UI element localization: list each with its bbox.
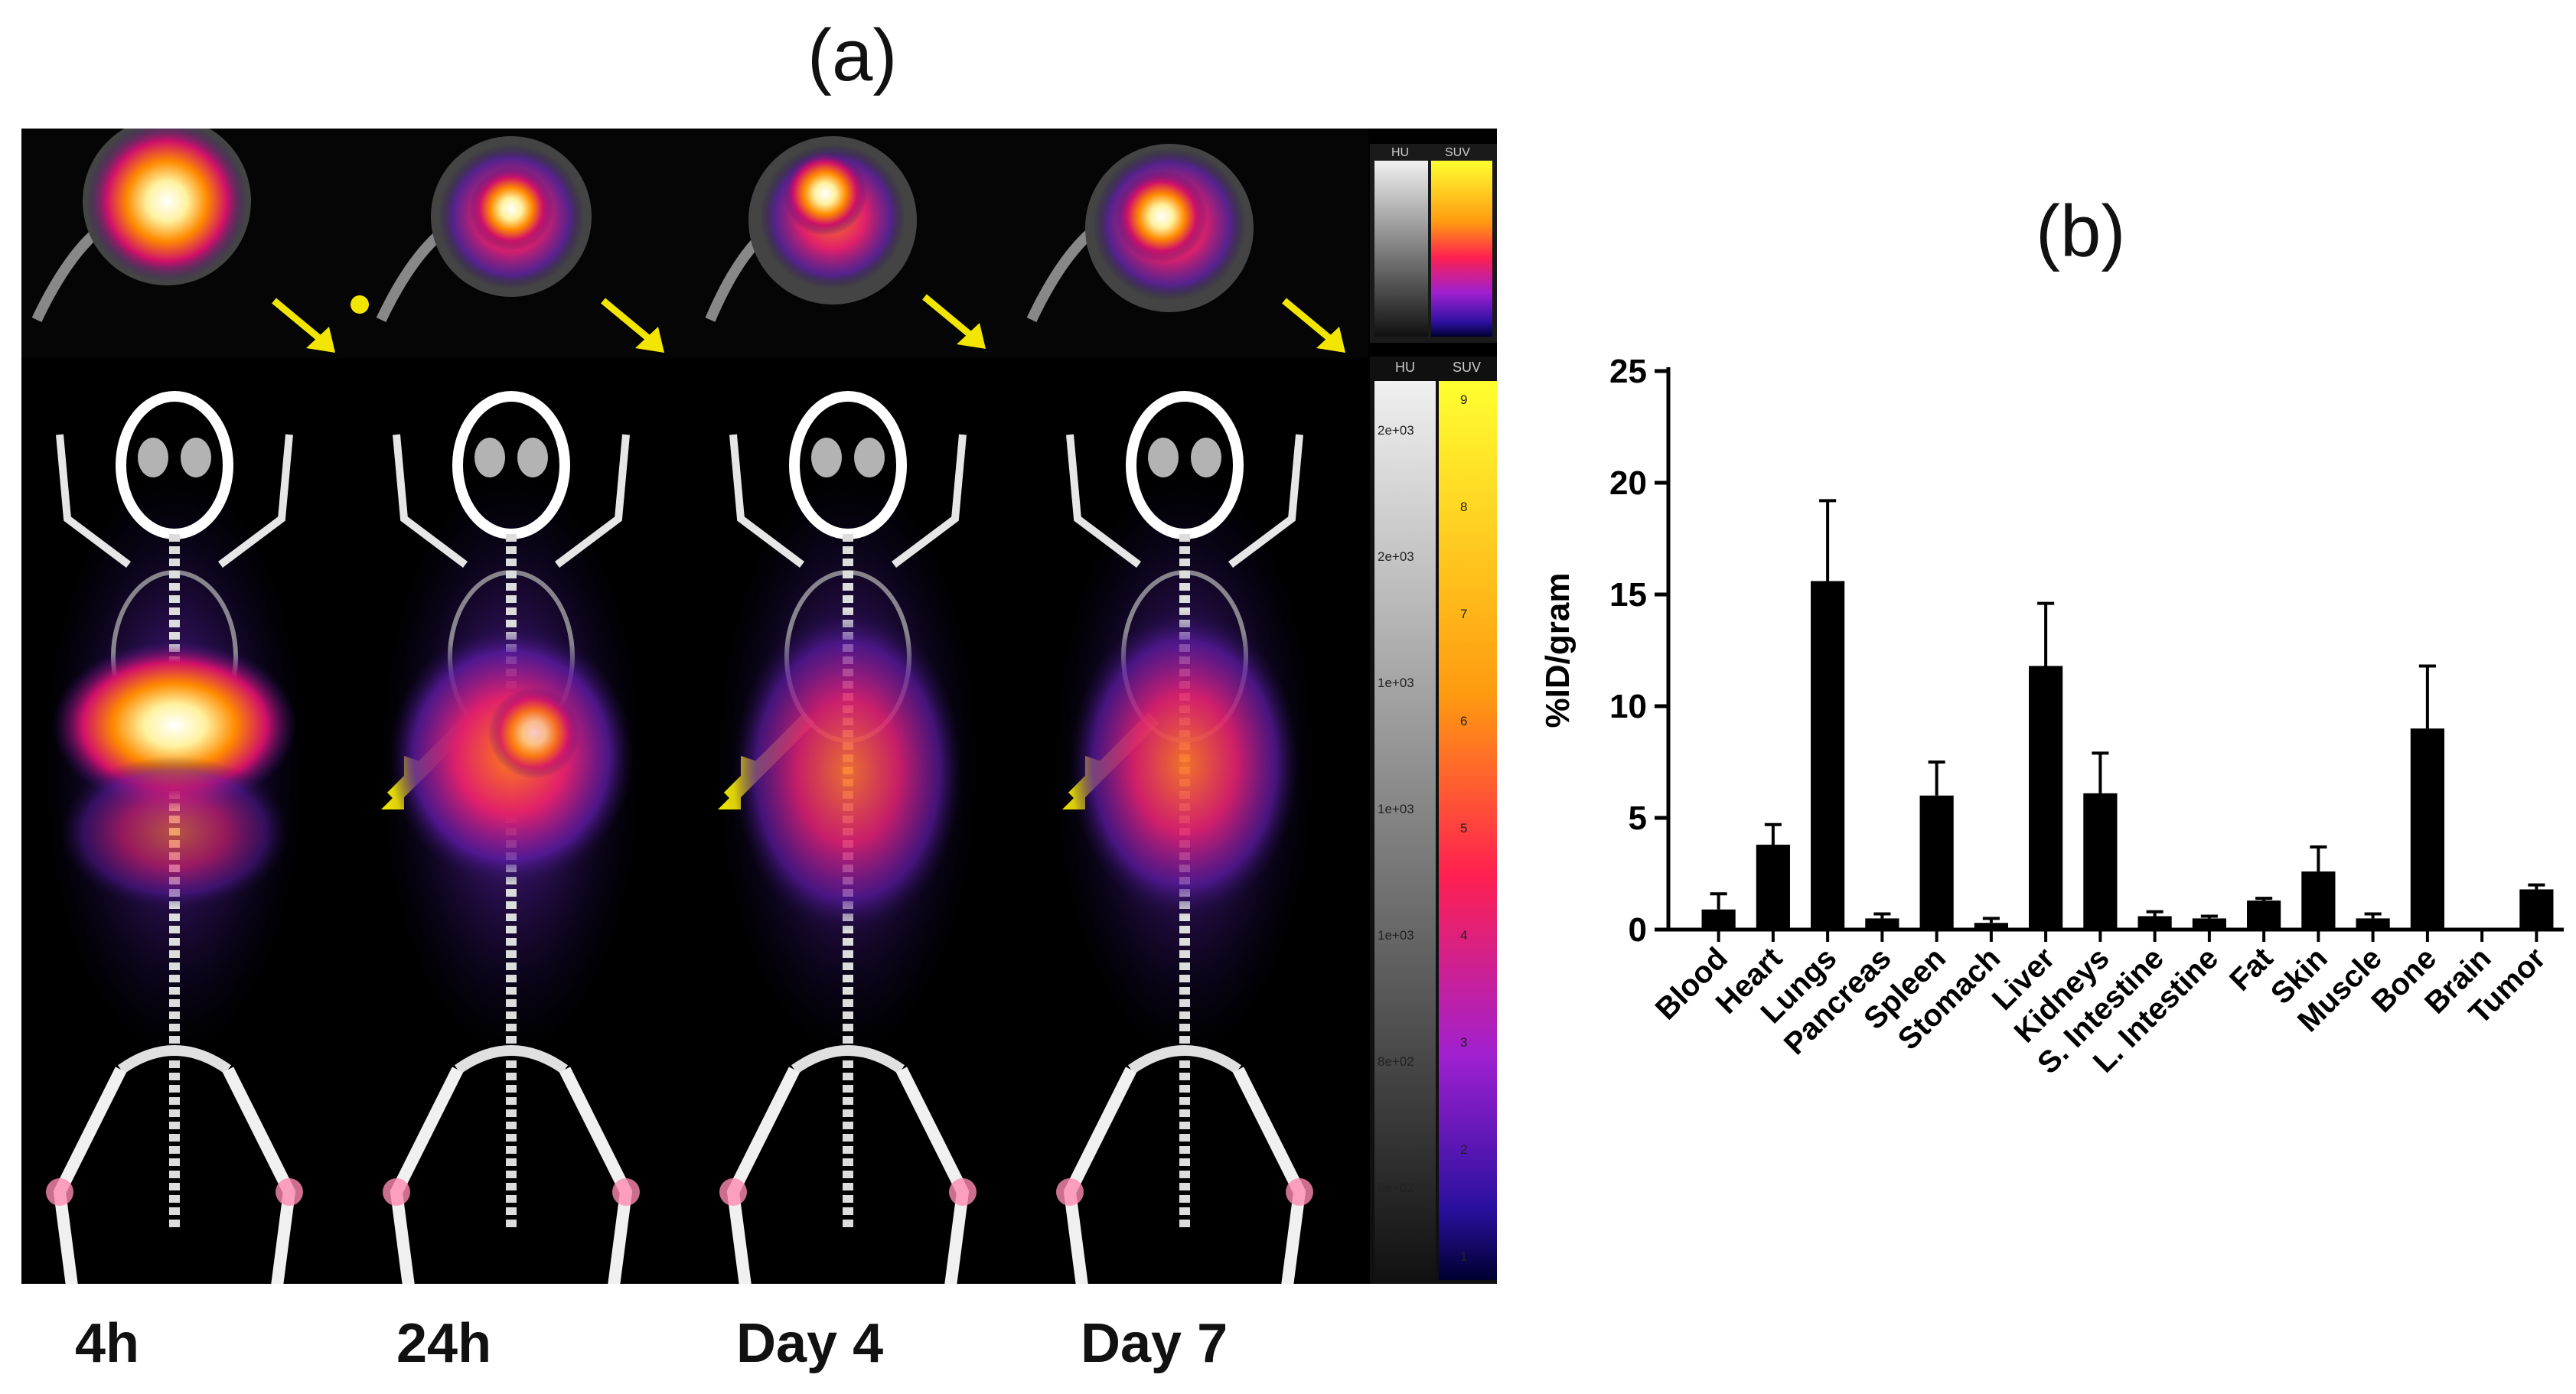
bar-muscle xyxy=(2356,918,2390,930)
colorbar-suv-tick: 9 xyxy=(1460,392,1467,407)
bar-pancreas xyxy=(1865,918,1899,930)
colorbar-small-suv-header: SUV xyxy=(1445,146,1470,159)
bar-lungs xyxy=(1811,581,1845,930)
cross-section-24h xyxy=(376,136,664,353)
bar-stomach xyxy=(1974,923,2008,930)
bar-bone xyxy=(2410,728,2444,930)
y-tick-label: 20 xyxy=(1609,464,1647,502)
y-tick-label: 10 xyxy=(1609,688,1647,725)
colorbar-hu-tick: 1e+03 xyxy=(1378,928,1414,943)
cross-section-4h xyxy=(31,129,369,353)
bar-skin xyxy=(2301,871,2336,930)
mouse-day7 xyxy=(1055,396,1483,1284)
panel-a-label: (a) xyxy=(807,15,898,96)
colorbar-suv-tick: 5 xyxy=(1460,821,1467,835)
bar-spleen xyxy=(1919,795,1954,930)
y-tick-label: 25 xyxy=(1609,353,1647,390)
colorbar-hu-tick: 2e+03 xyxy=(1378,423,1414,438)
timepoint-label-24h: 24h xyxy=(396,1313,492,1374)
bar-s-intestine xyxy=(2137,916,2172,930)
bar-l-intestine xyxy=(2192,918,2226,930)
bar-heart xyxy=(1756,845,1790,930)
bar-tumor xyxy=(2519,889,2554,930)
timepoint-label-4h: 4h xyxy=(75,1313,140,1374)
colorbar-small-hu-header: HU xyxy=(1391,146,1409,159)
colorbar-suv-tick: 7 xyxy=(1460,607,1467,621)
colorbar-small: HU SUV xyxy=(1370,144,1497,343)
bar-blood xyxy=(1701,909,1736,930)
mouse-24h xyxy=(381,396,810,1284)
bar-kidneys xyxy=(2083,793,2118,930)
colorbar-hu-tick: 8e+02 xyxy=(1378,1054,1414,1069)
pet-ct-images: HU SUV HU SUV 2e+03 2e+03 1e+03 1e+03 1e+03 8… xyxy=(21,129,1497,1284)
colorbar-suv-tick: 8 xyxy=(1460,500,1467,514)
y-tick-label: 15 xyxy=(1609,576,1647,614)
colorbar-hu-tick: 6e+02 xyxy=(1378,1181,1414,1195)
colorbar-suv-tick: 2 xyxy=(1460,1142,1467,1157)
y-tick-label: 0 xyxy=(1629,911,1647,949)
mouse-4h xyxy=(44,396,473,1284)
cross-section-day7 xyxy=(1026,144,1345,353)
colorbar-large: HU SUV 2e+03 2e+03 1e+03 1e+03 1e+03 8e+02 6e+… xyxy=(1370,357,1497,1284)
timepoint-label-day7: Day 7 xyxy=(1081,1313,1228,1374)
colorbar-suv-tick: 4 xyxy=(1460,928,1467,943)
colorbar-large-hu-header: HU xyxy=(1395,360,1415,375)
panel-b-label: (b) xyxy=(2036,191,2126,272)
colorbar-hu-tick: 1e+03 xyxy=(1378,802,1414,816)
colorbar-suv-tick: 6 xyxy=(1460,714,1467,728)
colorbar-hu-tick: 1e+03 xyxy=(1378,676,1414,690)
bar-fat xyxy=(2247,901,2281,930)
timepoint-label-day4: Day 4 xyxy=(736,1313,884,1374)
y-axis-title: %ID/gram xyxy=(1539,573,1577,728)
colorbar-large-suv-header: SUV xyxy=(1453,360,1481,375)
mouse-day4 xyxy=(718,396,1154,1284)
bar-liver xyxy=(2029,666,2063,930)
colorbar-hu-tick: 2e+03 xyxy=(1378,549,1414,564)
colorbar-suv-tick: 3 xyxy=(1460,1035,1467,1050)
cross-section-day4 xyxy=(705,136,986,349)
colorbar-suv-tick: 1 xyxy=(1460,1249,1467,1264)
y-tick-label: 5 xyxy=(1629,800,1647,837)
pet-ct-image-panel: HU SUV HU SUV 2e+03 2e+03 1e+03 1e+03 1e+03 8… xyxy=(21,129,1497,1284)
